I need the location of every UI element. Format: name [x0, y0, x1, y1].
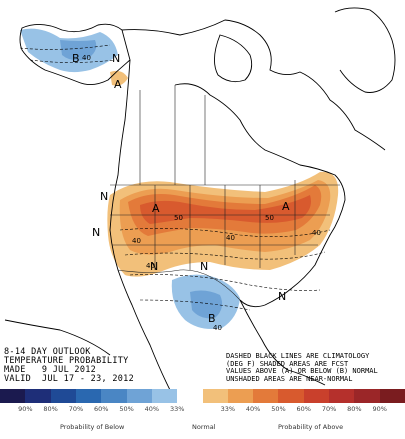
label-westcoast-n-2: N — [92, 226, 100, 239]
title-line-1: 8-14 DAY OUTLOOK — [4, 347, 91, 357]
legend-swatch-1 — [25, 389, 51, 403]
label-yukon-a: A — [114, 78, 122, 91]
label-south-n-1: N — [150, 260, 158, 273]
map-labels: B N A A A N N N N N B 40 50 40 40 40 50 … — [72, 52, 321, 332]
outlook-title: 8-14 DAY OUTLOOK TEMPERATURE PROBABILITY… — [4, 348, 134, 384]
legend-swatch-5 — [126, 389, 152, 403]
legend-swatch-6 — [151, 389, 178, 403]
legend-tick-3: 60% — [94, 405, 109, 413]
legend-swatch-10 — [253, 389, 279, 403]
legend-swatch-2 — [50, 389, 76, 403]
legend-swatch-4 — [101, 389, 127, 403]
note-line-4: UNSHADED AREAS ARE NEAR-NORMAL — [226, 374, 353, 383]
normal-caption: Normal — [192, 423, 216, 431]
boundaries — [110, 85, 340, 301]
value-northeast-50: 50 — [265, 214, 274, 222]
value-southwest-40: 40 — [146, 262, 155, 270]
value-west-40: 40 — [132, 237, 141, 245]
legend-tick-6: 33% — [169, 405, 185, 413]
legend-swatch-11 — [278, 389, 304, 403]
title-line-4: VALID JUL 17 - 23, 2012 — [4, 374, 135, 384]
legend-tick-11: 60% — [296, 405, 311, 413]
legend-swatch-7 — [177, 389, 203, 403]
legend-tick-0: 90% — [18, 405, 33, 413]
legend-tick-4: 50% — [119, 405, 134, 413]
label-alaska-n: N — [112, 52, 120, 65]
value-texas-40: 40 — [213, 324, 222, 332]
legend-swatch-0 — [0, 389, 26, 403]
legend-swatch-3 — [75, 389, 102, 403]
outlook-map: B N A A A N N N N N B 40 50 40 40 40 50 … — [4, 7, 396, 390]
value-alaska: 40 — [82, 54, 91, 62]
value-central-40: 40 — [226, 234, 235, 242]
legend-tick-5: 40% — [144, 405, 160, 413]
title-line-2: TEMPERATURE PROBABILITY — [4, 356, 129, 366]
probability-color-bar — [0, 389, 405, 403]
below-caption: Probability of Below — [60, 423, 125, 431]
climatology-lines — [19, 44, 331, 311]
forecast-shading — [20, 28, 339, 329]
title-line-3: MADE 9 JUL 2012 — [4, 365, 97, 375]
legend-tick-7 — [190, 405, 215, 415]
legend-tick-2: 70% — [68, 405, 84, 413]
legend-swatch-12 — [303, 389, 330, 403]
legend-notes: DASHED BLACK LINES ARE CLIMATOLOGY (DEG … — [226, 352, 378, 383]
legend-tick-14: 90% — [372, 405, 387, 413]
label-east-a: A — [282, 200, 290, 213]
legend-swatch-9 — [227, 389, 254, 403]
label-southeast-n: N — [278, 290, 286, 303]
label-west-a: A — [152, 202, 160, 215]
label-alaska-b: B — [72, 52, 80, 65]
legend-swatch-14 — [354, 389, 380, 403]
legend-tick-9: 40% — [245, 405, 261, 413]
label-south-n-2: N — [200, 260, 208, 273]
note-line-2: (DEG F) SHADED AREAS ARE FCST — [226, 359, 349, 368]
legend-swatch-13 — [329, 389, 355, 403]
legend-captions: Probability of Below Normal Probability … — [0, 423, 405, 435]
above-caption: Probability of Above — [278, 423, 344, 431]
legend-tick-10: 50% — [271, 405, 286, 413]
legend-tick-12: 70% — [321, 405, 337, 413]
note-line-1: DASHED BLACK LINES ARE CLIMATOLOGY — [226, 352, 370, 360]
legend-tick-13: 80% — [347, 405, 362, 413]
legend-swatch-15 — [379, 389, 405, 403]
value-west-50: 50 — [174, 214, 183, 222]
legend-tick-1: 80% — [43, 405, 58, 413]
legend-tick-8: 33% — [220, 405, 236, 413]
label-texas-b: B — [208, 312, 216, 325]
probability-ticks: 90% 80% 70% 60% 50% 40% 33% 33% 40% 50% 60% 70% 80% 9… — [0, 405, 405, 415]
value-east-40: 40 — [312, 229, 321, 237]
label-westcoast-n-1: N — [100, 190, 108, 203]
legend-swatch-8 — [202, 389, 228, 403]
note-line-3: VALUES ABOVE (A) OR BELOW (B) NORMAL — [226, 367, 378, 376]
